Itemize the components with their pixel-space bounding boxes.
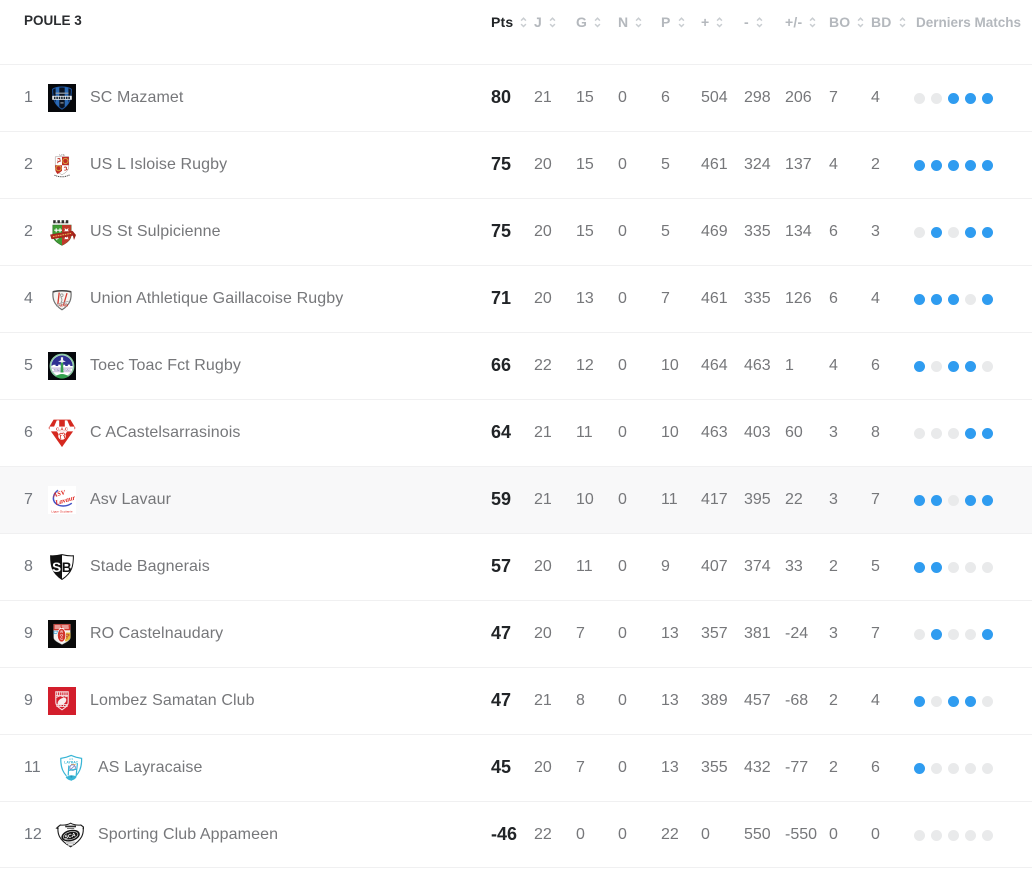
svg-text:C: C	[60, 637, 63, 641]
svg-text:O: O	[60, 634, 63, 638]
svg-text:LAYRAC: LAYRAC	[64, 761, 78, 765]
svg-text:ASV: ASV	[51, 489, 66, 499]
svg-text:UAG: UAG	[59, 303, 68, 308]
svg-text:C.A.C: C.A.C	[56, 427, 69, 432]
svg-text:U S: U S	[59, 153, 64, 157]
svg-text:R: R	[60, 630, 63, 634]
svg-text:B: B	[62, 560, 72, 575]
svg-text:SCA: SCA	[64, 832, 77, 841]
svg-text:S: S	[52, 560, 61, 575]
svg-text:Ligue Occitanie: Ligue Occitanie	[51, 510, 73, 514]
svg-text:A.S: A.S	[69, 757, 73, 761]
